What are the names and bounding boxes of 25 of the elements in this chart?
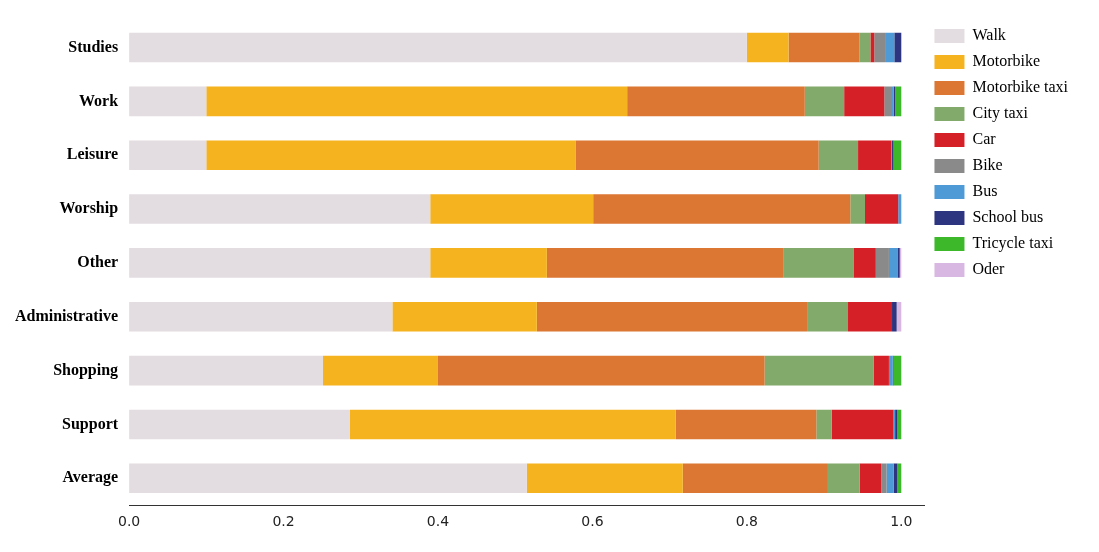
y-tick-label: Work (78, 91, 119, 109)
y-tick-label: Support (62, 414, 119, 433)
legend-label: City taxi (972, 104, 1029, 123)
x-tick-label: 0.2 (272, 513, 295, 530)
legend-label: Walk (972, 26, 1006, 44)
legend-label: Tricycle taxi (972, 234, 1054, 253)
x-tick-label: 1.0 (890, 513, 913, 530)
y-tick-label: Average (62, 468, 119, 487)
legend-label: Bike (972, 156, 1003, 174)
x-tick-label: 0.8 (735, 513, 758, 530)
legend-label: School bus (972, 208, 1044, 226)
y-tick-label: Leisure (66, 145, 119, 163)
y-tick-label: Studies (68, 37, 119, 55)
legend-label: Bus (972, 182, 998, 200)
legend-label: Motorbike (972, 52, 1041, 70)
x-tick-label: 0.0 (117, 513, 141, 530)
legend-label: Car (972, 130, 997, 148)
y-tick-label: Administrative (14, 306, 119, 324)
x-tick-label: 0.6 (581, 513, 604, 530)
legend-label: Motorbike taxi (972, 78, 1069, 96)
x-tick-label: 0.4 (426, 513, 450, 530)
legend-label: Oder (972, 260, 1006, 278)
y-tick-label: Shopping (53, 360, 119, 379)
y-tick-label: Other (77, 253, 119, 271)
y-tick-label: Worship (59, 199, 119, 218)
